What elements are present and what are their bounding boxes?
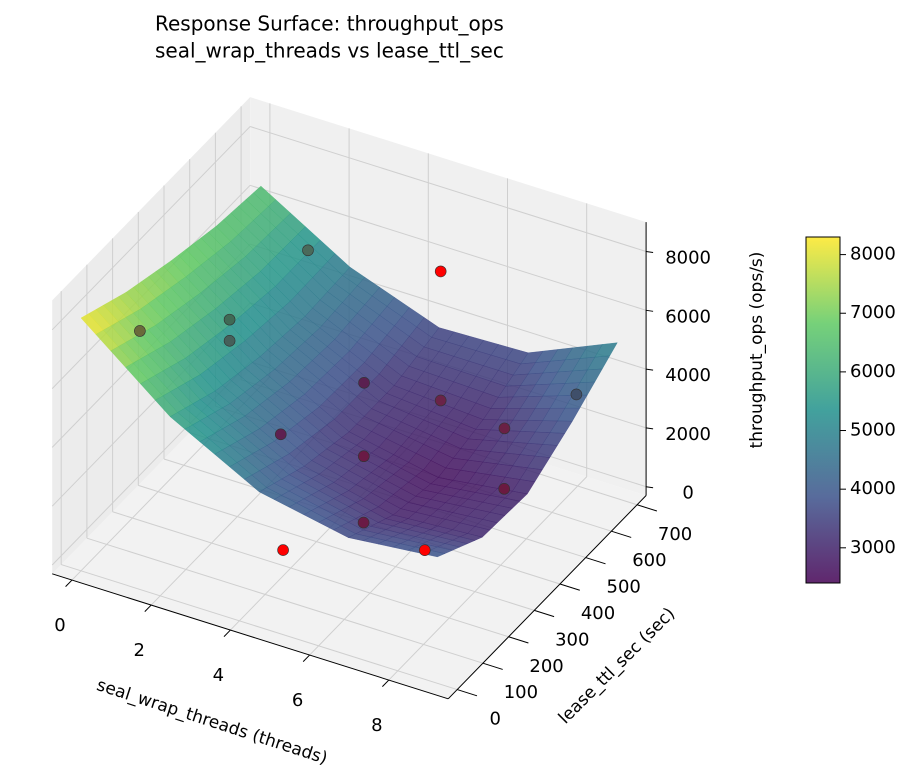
data-point [418,544,431,556]
grid-line [61,564,458,691]
z-tick [646,427,654,430]
z-tick [646,368,654,371]
grid-line [388,476,588,681]
data-point [358,377,370,389]
x-tick [65,579,73,588]
data-point [498,422,511,435]
z-tick-label: 2000 [665,424,711,445]
z-tick-label: 4000 [665,365,711,386]
x-tick-label: 2 [133,640,144,661]
grid-line [249,126,647,252]
axis-line [52,573,449,700]
z-tick-label: 0 [682,483,693,504]
z-tick [646,486,654,489]
y-tick-label: 600 [632,550,666,571]
y-tick [559,583,580,591]
data-point [223,313,236,326]
data-point [277,544,289,556]
x-tick-label: 0 [54,615,65,636]
x-tick [144,604,152,613]
data-point [498,483,511,495]
colorbar-tick-label: 3000 [850,537,896,558]
grid-line [112,511,509,638]
y-tick [508,636,529,644]
y-tick [636,504,658,512]
colorbar-tick-label: 7000 [850,302,896,323]
chart-subtitle: seal_wrap_threads vs lease_ttl_sec [155,39,504,63]
grid-line [249,184,647,311]
y-axis-label: lease_ttl_sec (sec) [555,604,679,728]
y-tick-label: 700 [658,524,692,545]
y-tick [534,609,555,618]
x-tick [223,629,231,638]
data-point [358,450,370,463]
x-tick-label: 8 [371,715,382,736]
colorbar-tick-label: 5000 [850,420,896,441]
z-tick-label: 8000 [665,248,711,269]
data-point [570,388,583,401]
data-point [134,325,146,337]
grid-line [138,484,535,611]
y-tick [482,662,503,670]
x-tick-label: 6 [292,690,303,711]
data-point [434,394,447,407]
axis-line [447,495,647,700]
data-point [302,244,314,257]
x-tick-label: 4 [213,665,224,686]
x-tick [302,654,310,663]
y-tick [457,689,478,697]
grid-line [51,126,251,331]
colorbar-tick-label: 8000 [850,244,896,265]
x-axis-label: seal_wrap_threads (threads) [94,675,330,765]
z-axis-label: throughput_ops (ops/s) [747,252,767,449]
z-tick-label: 6000 [665,306,711,327]
data-point [357,516,370,529]
y-tick-label: 400 [581,603,615,624]
y-tick-label: 0 [489,709,500,730]
y-tick-label: 100 [504,682,538,703]
y-tick-label: 500 [607,577,641,598]
y-tick [611,530,632,538]
data-point [223,334,236,347]
y-tick-label: 300 [555,629,589,650]
data-point [274,428,287,441]
chart-title: Response Surface: throughput_ops [155,12,504,36]
z-tick [646,251,654,254]
colorbar-tick-label: 6000 [850,361,896,382]
x-tick [382,679,390,688]
colorbar-tick-label: 4000 [850,478,896,499]
data-point [434,265,447,278]
z-tick [646,309,654,312]
colorbar [805,236,841,584]
grid-line [86,537,484,664]
y-tick-label: 200 [529,656,563,677]
y-tick [585,557,606,565]
